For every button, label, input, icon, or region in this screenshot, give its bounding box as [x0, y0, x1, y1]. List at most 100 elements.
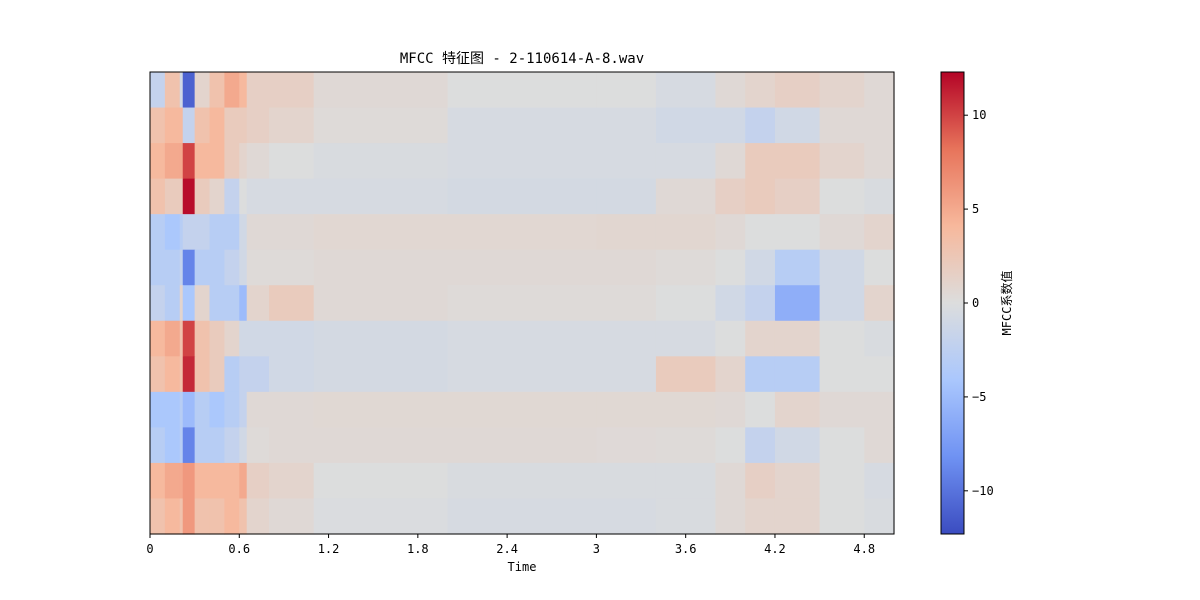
- heatmap-cell: [150, 320, 166, 357]
- heatmap-cell: [447, 498, 597, 535]
- x-tick-label: 0.6: [228, 542, 250, 556]
- heatmap-cell: [655, 285, 717, 322]
- heatmap-cell: [864, 498, 895, 535]
- heatmap-cell: [596, 427, 657, 464]
- heatmap-cell: [239, 498, 248, 535]
- heatmap-cell: [745, 320, 776, 357]
- heatmap-cell: [246, 320, 270, 357]
- colorbar-tick-label: 5: [972, 202, 979, 216]
- heatmap-cell: [150, 249, 166, 286]
- heatmap-cell: [246, 214, 270, 251]
- chart-title: MFCC 特征图 - 2-110614-A-8.wav: [400, 51, 644, 67]
- heatmap-cell: [655, 72, 717, 109]
- heatmap-cell: [819, 498, 865, 535]
- heatmap-cell: [150, 498, 166, 535]
- heatmap-cell: [774, 462, 821, 500]
- heatmap-cell: [194, 427, 211, 464]
- heatmap-cell: [269, 143, 315, 180]
- heatmap-cell: [194, 356, 211, 393]
- heatmap-cell: [774, 72, 821, 109]
- heatmap-cell: [194, 72, 211, 109]
- heatmap-cell: [864, 356, 895, 393]
- heatmap-cell: [179, 285, 184, 322]
- heatmap-cell: [164, 249, 181, 286]
- heatmap-cell: [819, 285, 865, 322]
- heatmap-cell: [819, 72, 865, 109]
- heatmap-cell: [655, 462, 717, 500]
- heatmap-cell: [655, 498, 717, 535]
- heatmap-cell: [194, 391, 211, 428]
- heatmap-cell: [164, 320, 181, 357]
- heatmap-cell: [224, 427, 240, 464]
- heatmap-cell: [179, 72, 184, 109]
- heatmap-cell: [655, 427, 717, 464]
- heatmap-cell: [313, 285, 449, 322]
- heatmap-cell: [774, 391, 821, 428]
- heatmap-cell: [745, 356, 776, 393]
- colorbar-tick-label: −5: [972, 390, 986, 404]
- heatmap-cell: [655, 249, 717, 286]
- heatmap-cell: [745, 249, 776, 286]
- heatmap-cell: [246, 107, 270, 144]
- heatmap-cell: [655, 178, 717, 215]
- heatmap-cell: [164, 107, 181, 144]
- heatmap-cell: [209, 143, 225, 180]
- heatmap-cell: [819, 107, 865, 144]
- heatmap-cell: [182, 214, 196, 251]
- heatmap-cell: [269, 285, 315, 322]
- heatmap-cell: [655, 214, 717, 251]
- heatmap-cell: [164, 214, 181, 251]
- heatmap-cell: [774, 356, 821, 393]
- heatmap-cell: [715, 107, 746, 144]
- heatmap-cell: [745, 498, 776, 535]
- heatmap-cell: [224, 178, 240, 215]
- heatmap-cell: [209, 214, 225, 251]
- heatmap-cell: [179, 214, 184, 251]
- heatmap-cell: [447, 214, 597, 251]
- heatmap-cell: [164, 391, 181, 428]
- heatmap-cell: [269, 178, 315, 215]
- heatmap-cell: [715, 72, 746, 109]
- heatmap-cell: [715, 462, 746, 500]
- heatmap-cell: [596, 391, 657, 428]
- heatmap-cell: [774, 214, 821, 251]
- heatmap-cell: [313, 356, 449, 393]
- heatmap-cell: [655, 391, 717, 428]
- heatmap-cell: [745, 427, 776, 464]
- heatmap-cell: [209, 356, 225, 393]
- x-axis: 0 0.6 1.2 1.8 2.4 3 3.6 4.2 4.8: [146, 534, 875, 556]
- heatmap-cell: [745, 143, 776, 180]
- heatmap-cell: [715, 285, 746, 322]
- heatmap-cell: [150, 391, 166, 428]
- heatmap-cell: [164, 498, 181, 535]
- heatmap-cell: [164, 178, 181, 215]
- heatmap-cell: [209, 72, 225, 109]
- heatmap-cell: [209, 178, 225, 215]
- x-tick-label: 0: [146, 542, 153, 556]
- heatmap-cell: [596, 320, 657, 357]
- heatmap-cell: [164, 462, 181, 500]
- heatmap-cell: [179, 249, 184, 286]
- heatmap-cell: [179, 107, 184, 144]
- heatmap-cell: [164, 285, 181, 322]
- heatmap-cell: [194, 143, 211, 180]
- heatmap-cell: [209, 427, 225, 464]
- heatmap-cell: [269, 498, 315, 535]
- heatmap-cell: [715, 427, 746, 464]
- heatmap-cell: [182, 462, 196, 500]
- heatmap-cell: [745, 178, 776, 215]
- heatmap-cell: [239, 249, 248, 286]
- heatmap-cell: [179, 143, 184, 180]
- heatmap-cell: [864, 391, 895, 428]
- heatmap-cell: [194, 285, 211, 322]
- heatmap-cell: [313, 427, 449, 464]
- heatmap-cell: [209, 320, 225, 357]
- x-tick-label: 1.2: [318, 542, 340, 556]
- heatmap-cell: [246, 391, 270, 428]
- x-tick-label: 4.2: [764, 542, 786, 556]
- colorbar-label: MFCC系数值: [999, 271, 1014, 336]
- heatmap-cell: [179, 427, 184, 464]
- heatmap-cell: [864, 427, 895, 464]
- heatmap-cell: [239, 427, 248, 464]
